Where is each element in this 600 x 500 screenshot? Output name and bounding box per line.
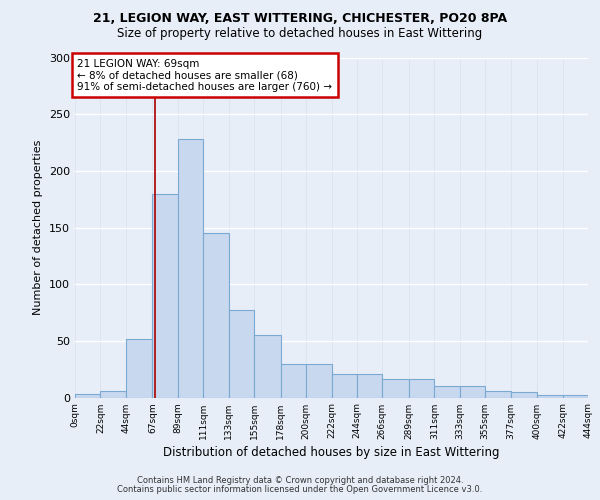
Bar xyxy=(281,364,306,398)
Bar xyxy=(357,374,382,398)
Bar xyxy=(178,139,203,398)
Text: 21, LEGION WAY, EAST WITTERING, CHICHESTER, PO20 8PA: 21, LEGION WAY, EAST WITTERING, CHICHEST… xyxy=(93,12,507,26)
Text: Contains HM Land Registry data © Crown copyright and database right 2024.: Contains HM Land Registry data © Crown c… xyxy=(137,476,463,485)
Bar xyxy=(409,380,434,398)
Bar xyxy=(382,380,409,398)
Bar xyxy=(485,390,511,398)
Text: Contains public sector information licensed under the Open Government Licence v3: Contains public sector information licen… xyxy=(118,485,482,494)
Bar xyxy=(203,233,229,398)
Bar xyxy=(460,386,485,398)
Bar xyxy=(537,395,563,398)
Text: 21 LEGION WAY: 69sqm
← 8% of detached houses are smaller (68)
91% of semi-detach: 21 LEGION WAY: 69sqm ← 8% of detached ho… xyxy=(77,58,332,92)
Bar xyxy=(563,395,588,398)
Bar xyxy=(152,194,178,398)
X-axis label: Distribution of detached houses by size in East Wittering: Distribution of detached houses by size … xyxy=(163,446,500,458)
Bar xyxy=(434,386,460,398)
Bar xyxy=(229,310,254,398)
Bar xyxy=(126,338,152,398)
Bar xyxy=(306,364,331,398)
Bar xyxy=(331,374,357,398)
Text: Size of property relative to detached houses in East Wittering: Size of property relative to detached ho… xyxy=(118,28,482,40)
Y-axis label: Number of detached properties: Number of detached properties xyxy=(34,140,43,315)
Bar xyxy=(254,335,281,398)
Bar xyxy=(511,392,537,398)
Bar xyxy=(75,394,100,398)
Bar xyxy=(100,390,126,398)
